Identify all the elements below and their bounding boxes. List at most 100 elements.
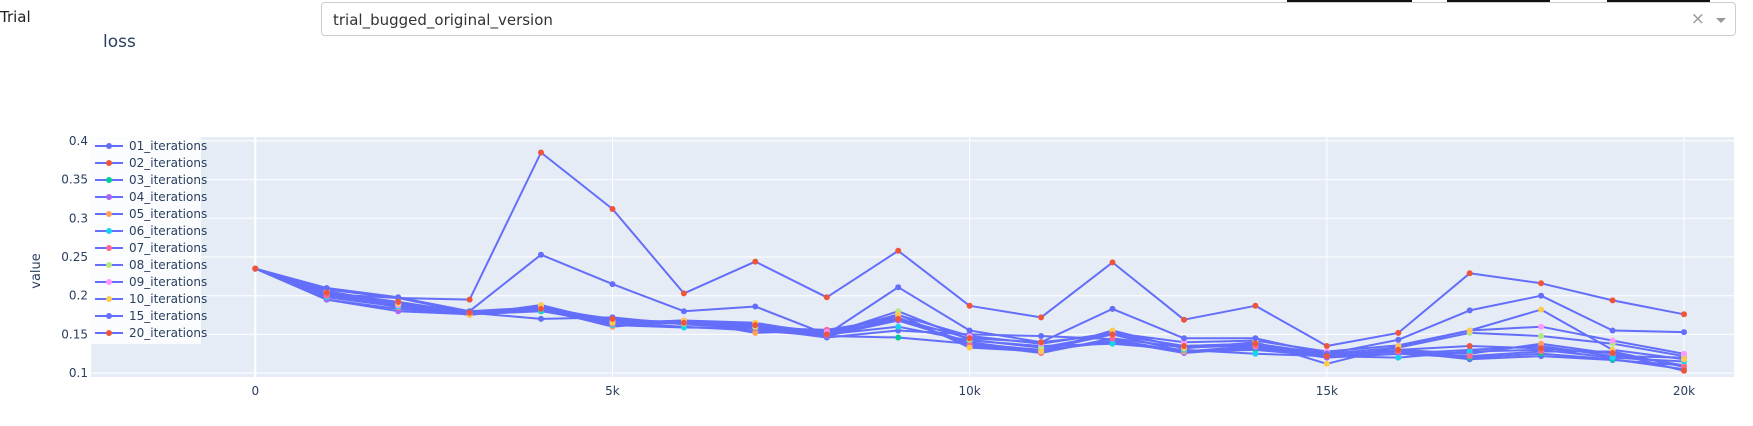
data-point-02_iterations[interactable] <box>966 302 973 309</box>
legend-marker-06_iterations[interactable] <box>106 228 112 234</box>
data-point-15_iterations[interactable] <box>966 327 973 334</box>
legend-label-20_iterations[interactable]: 20_iterations <box>129 326 207 340</box>
legend-marker-15_iterations[interactable] <box>106 313 112 319</box>
data-point-06_iterations[interactable] <box>1466 348 1473 355</box>
data-point-15_iterations[interactable] <box>538 251 544 258</box>
data-point-09_iterations[interactable] <box>1681 350 1687 357</box>
data-point-20_iterations[interactable] <box>323 289 330 296</box>
legend-label-01_iterations[interactable]: 01_iterations <box>129 139 207 153</box>
data-point-15_iterations[interactable] <box>752 303 759 310</box>
data-point-06_iterations[interactable] <box>1395 354 1402 361</box>
legend-marker-07_iterations[interactable] <box>106 245 112 251</box>
data-point-05_iterations[interactable] <box>1538 340 1545 347</box>
data-point-20_iterations[interactable] <box>538 305 544 312</box>
legend-label-10_iterations[interactable]: 10_iterations <box>129 292 207 306</box>
legend-label-08_iterations[interactable]: 08_iterations <box>129 258 207 272</box>
legend-marker-08_iterations[interactable] <box>106 262 112 268</box>
legend-marker-01_iterations[interactable] <box>106 143 112 149</box>
data-point-20_iterations[interactable] <box>1395 346 1402 353</box>
data-point-20_iterations[interactable] <box>252 265 259 272</box>
legend-marker-03_iterations[interactable] <box>106 177 112 183</box>
legend-label-04_iterations[interactable]: 04_iterations <box>129 190 207 204</box>
data-point-15_iterations[interactable] <box>1181 335 1187 342</box>
data-point-10_iterations[interactable] <box>1038 348 1045 355</box>
data-point-20_iterations[interactable] <box>966 335 973 342</box>
legend[interactable]: 01_iterations 02_iterations 03_iterations 0… <box>91 134 207 344</box>
data-point-20_iterations[interactable] <box>609 315 616 322</box>
legend-marker-20_iterations[interactable] <box>106 330 112 336</box>
data-point-06_iterations[interactable] <box>1252 350 1259 357</box>
legend-label-03_iterations[interactable]: 03_iterations <box>129 173 207 187</box>
data-point-10_iterations[interactable] <box>1466 327 1473 334</box>
data-point-02_iterations[interactable] <box>680 290 687 297</box>
data-point-06_iterations[interactable] <box>895 323 902 330</box>
legend-marker-02_iterations[interactable] <box>106 160 112 166</box>
legend-marker-04_iterations[interactable] <box>106 194 112 200</box>
legend-label-07_iterations[interactable]: 07_iterations <box>129 241 207 255</box>
data-point-02_iterations[interactable] <box>1609 297 1616 304</box>
legend-label-06_iterations[interactable]: 06_iterations <box>129 224 207 238</box>
data-point-15_iterations[interactable] <box>1609 327 1616 334</box>
data-point-20_iterations[interactable] <box>1466 343 1473 349</box>
data-point-15_iterations[interactable] <box>395 294 402 301</box>
data-point-20_iterations[interactable] <box>752 322 759 329</box>
legend-label-15_iterations[interactable]: 15_iterations <box>129 309 207 323</box>
data-point-15_iterations[interactable] <box>323 285 330 291</box>
data-point-15_iterations[interactable] <box>1109 305 1116 312</box>
data-point-10_iterations[interactable] <box>1681 356 1687 363</box>
data-point-02_iterations[interactable] <box>895 247 902 254</box>
data-point-02_iterations[interactable] <box>823 294 830 301</box>
data-point-15_iterations[interactable] <box>1538 292 1545 299</box>
data-point-02_iterations[interactable] <box>1323 343 1330 349</box>
data-point-15_iterations[interactable] <box>1395 336 1402 343</box>
legend-label-05_iterations[interactable]: 05_iterations <box>129 207 207 221</box>
data-point-05_iterations[interactable] <box>752 329 759 336</box>
legend-marker-05_iterations[interactable] <box>106 211 112 217</box>
data-point-07_iterations[interactable] <box>1466 353 1473 360</box>
trial-select[interactable]: trial_bugged_original_version × <box>321 2 1736 36</box>
data-point-20_iterations[interactable] <box>1681 367 1687 374</box>
data-point-02_iterations[interactable] <box>1538 280 1545 287</box>
data-point-15_iterations[interactable] <box>609 281 616 288</box>
data-point-02_iterations[interactable] <box>1181 316 1187 323</box>
data-point-20_iterations[interactable] <box>395 298 402 305</box>
close-icon[interactable]: × <box>1690 9 1705 29</box>
data-point-02_iterations[interactable] <box>1252 302 1259 309</box>
data-point-02_iterations[interactable] <box>466 296 473 303</box>
data-point-20_iterations[interactable] <box>466 309 473 316</box>
data-point-15_iterations[interactable] <box>1466 307 1473 314</box>
data-point-20_iterations[interactable] <box>823 331 830 338</box>
data-point-20_iterations[interactable] <box>1323 353 1330 360</box>
data-point-20_iterations[interactable] <box>895 315 902 322</box>
legend-marker-10_iterations[interactable] <box>106 296 112 302</box>
data-point-20_iterations[interactable] <box>1538 345 1545 352</box>
data-point-20_iterations[interactable] <box>1609 350 1616 356</box>
data-point-15_iterations[interactable] <box>895 284 902 291</box>
data-point-10_iterations[interactable] <box>1323 360 1330 367</box>
data-point-15_iterations[interactable] <box>1681 329 1687 336</box>
data-point-01_iterations[interactable] <box>538 315 544 322</box>
data-point-20_iterations[interactable] <box>680 319 687 326</box>
data-point-01_iterations[interactable] <box>1038 333 1045 339</box>
data-point-02_iterations[interactable] <box>1395 329 1402 336</box>
legend-label-02_iterations[interactable]: 02_iterations <box>129 156 207 170</box>
data-point-10_iterations[interactable] <box>895 311 902 318</box>
data-point-02_iterations[interactable] <box>1038 314 1045 321</box>
data-point-15_iterations[interactable] <box>680 308 687 315</box>
data-point-06_iterations[interactable] <box>1109 340 1116 347</box>
data-point-20_iterations[interactable] <box>1038 339 1045 346</box>
data-point-02_iterations[interactable] <box>752 258 759 265</box>
data-point-02_iterations[interactable] <box>1466 270 1473 277</box>
data-point-02_iterations[interactable] <box>1109 259 1116 266</box>
data-point-02_iterations[interactable] <box>538 149 544 156</box>
data-point-15_iterations[interactable] <box>1252 335 1259 342</box>
data-point-02_iterations[interactable] <box>1681 311 1687 318</box>
data-point-09_iterations[interactable] <box>1609 337 1616 344</box>
data-point-10_iterations[interactable] <box>966 344 973 351</box>
data-point-20_iterations[interactable] <box>1181 343 1187 349</box>
data-point-10_iterations[interactable] <box>1538 306 1545 313</box>
data-point-06_iterations[interactable] <box>1609 354 1616 361</box>
data-point-08_iterations[interactable] <box>1538 333 1545 339</box>
legend-marker-09_iterations[interactable] <box>106 279 112 285</box>
data-point-20_iterations[interactable] <box>1252 340 1259 347</box>
